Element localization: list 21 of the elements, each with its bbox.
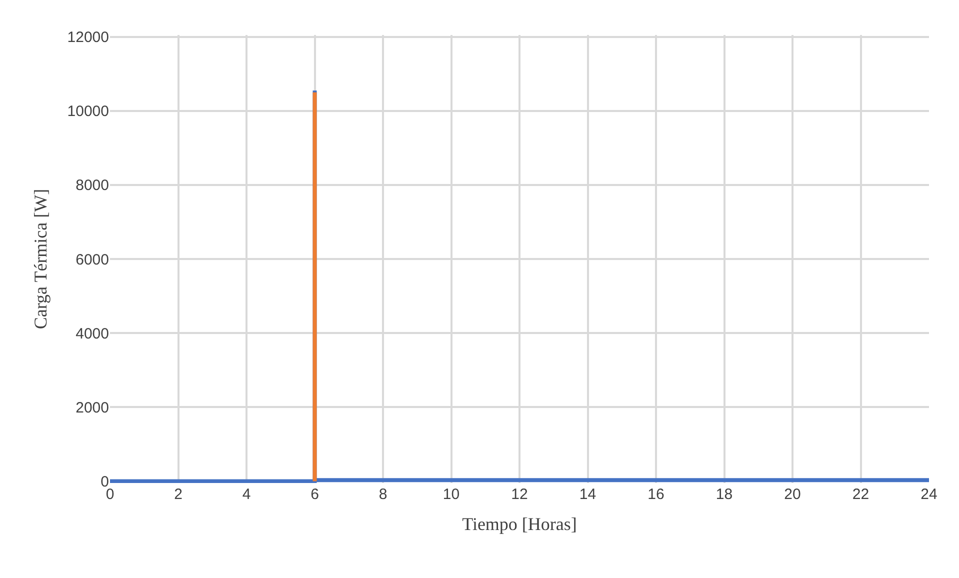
x-tick-label: 4 [242, 486, 251, 503]
x-tick-label: 16 [648, 486, 664, 503]
x-tick-label: 20 [784, 486, 801, 503]
x-tick-label: 22 [852, 486, 870, 503]
y-tick-label: 4000 [76, 325, 109, 342]
y-tick-label: 0 [100, 473, 109, 490]
y-tick-label: 12000 [67, 29, 109, 46]
x-tick-label: 18 [716, 486, 733, 503]
x-tick-label: 14 [579, 486, 596, 503]
x-tick-label: 12 [511, 486, 528, 503]
y-tick-label: 8000 [76, 177, 109, 194]
y-axis-title: Carga Térmica [W] [30, 188, 50, 330]
x-tick-label: 6 [310, 486, 319, 503]
x-axis-title: Tiempo [Horas] [462, 514, 577, 534]
y-tick-label: 2000 [76, 399, 109, 416]
y-tick-label: 10000 [67, 103, 109, 120]
x-tick-label: 10 [442, 486, 460, 503]
x-tick-label: 2 [174, 486, 182, 503]
x-tick-label: 8 [378, 486, 388, 503]
x-tick-label: 24 [920, 486, 938, 503]
y-tick-label: 6000 [76, 251, 109, 268]
